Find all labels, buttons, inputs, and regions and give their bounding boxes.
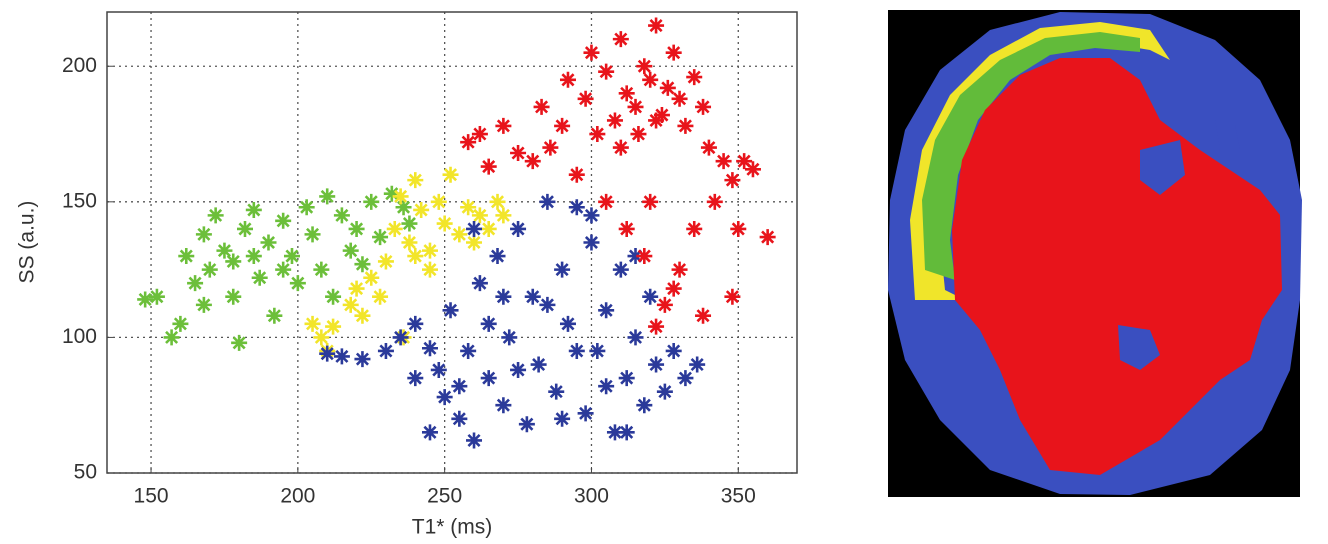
scatter-point: [677, 370, 693, 386]
scatter-point: [660, 80, 676, 96]
scatter-point: [266, 308, 282, 324]
scatter-point: [325, 289, 341, 305]
scatter-point: [560, 316, 576, 332]
scatter-point: [583, 235, 599, 251]
scatter-point: [349, 281, 365, 297]
scatter-point: [666, 281, 682, 297]
segmentation-map: [888, 10, 1302, 497]
scatter-point: [619, 85, 635, 101]
scatter-point: [437, 389, 453, 405]
scatter-point: [569, 343, 585, 359]
scatter-point: [686, 69, 702, 85]
x-tick-label: 200: [280, 485, 315, 508]
scatter-point: [628, 99, 644, 115]
x-tick-label: 350: [721, 485, 756, 508]
scatter-point: [578, 91, 594, 107]
scatter-point: [648, 319, 664, 335]
scatter-point: [525, 289, 541, 305]
figure: T1* (ms) SS (a.u.) 150 200 250 300 350 50 100 1…: [0, 0, 1328, 544]
scatter-point: [349, 221, 365, 237]
scatter-point: [216, 243, 232, 259]
scatter-point: [534, 99, 550, 115]
scatter-point: [589, 343, 605, 359]
scatter-point: [313, 262, 329, 278]
scatter-point: [510, 221, 526, 237]
scatter-point: [583, 45, 599, 61]
scatter-point: [613, 31, 629, 47]
scatter-point: [642, 72, 658, 88]
scatter-point: [451, 411, 467, 427]
scatter-point: [672, 262, 688, 278]
scatter-point: [607, 112, 623, 128]
scatter-point: [354, 308, 370, 324]
scatter-point: [305, 316, 321, 332]
scatter-point: [730, 221, 746, 237]
scatter-point: [695, 99, 711, 115]
scatter-point: [619, 370, 635, 386]
scatter-point: [666, 45, 682, 61]
scatter-point: [466, 432, 482, 448]
scatter-point: [657, 384, 673, 400]
scatter-point: [137, 291, 153, 307]
scatter-plot: [107, 12, 797, 473]
y-tick-label: 150: [62, 189, 97, 212]
scatter-point: [237, 221, 253, 237]
scatter-point: [666, 343, 682, 359]
scatter-point: [325, 319, 341, 335]
scatter-point: [554, 262, 570, 278]
page: T1* (ms) SS (a.u.) 150 200 250 300 350 50 100 1…: [0, 0, 1328, 544]
scatter-point: [554, 411, 570, 427]
scatter-point: [689, 357, 705, 373]
scatter-point: [531, 357, 547, 373]
scatter-point: [510, 362, 526, 378]
scatter-point: [642, 289, 658, 305]
x-axis-label: T1* (ms): [412, 516, 493, 539]
scatter-point: [686, 221, 702, 237]
scatter-point: [695, 308, 711, 324]
scatter-point: [672, 91, 688, 107]
scatter-point: [422, 243, 438, 259]
x-tick-label: 250: [427, 485, 462, 508]
x-tick-label: 300: [574, 485, 609, 508]
scatter-point: [354, 256, 370, 272]
y-tick-label: 50: [74, 461, 97, 484]
scatter-point: [548, 384, 564, 400]
y-tick-label: 200: [62, 54, 97, 77]
y-tick-label: 100: [62, 325, 97, 348]
scatter-point: [422, 340, 438, 356]
scatter-point: [628, 329, 644, 345]
scatter-point: [613, 262, 629, 278]
scatter-point: [422, 262, 438, 278]
scatter-point: [431, 362, 447, 378]
scatter-point: [466, 221, 482, 237]
scatter-point: [560, 72, 576, 88]
scatter-point: [619, 221, 635, 237]
scatter-point: [724, 289, 740, 305]
scatter-point: [648, 112, 664, 128]
scatter-point: [510, 145, 526, 161]
scatter-point: [387, 221, 403, 237]
scatter-point: [519, 416, 535, 432]
scatter-point: [598, 64, 614, 80]
x-tick-label: 150: [134, 485, 169, 508]
scatter-point: [648, 357, 664, 373]
y-axis-label: SS (a.u.): [16, 201, 39, 284]
